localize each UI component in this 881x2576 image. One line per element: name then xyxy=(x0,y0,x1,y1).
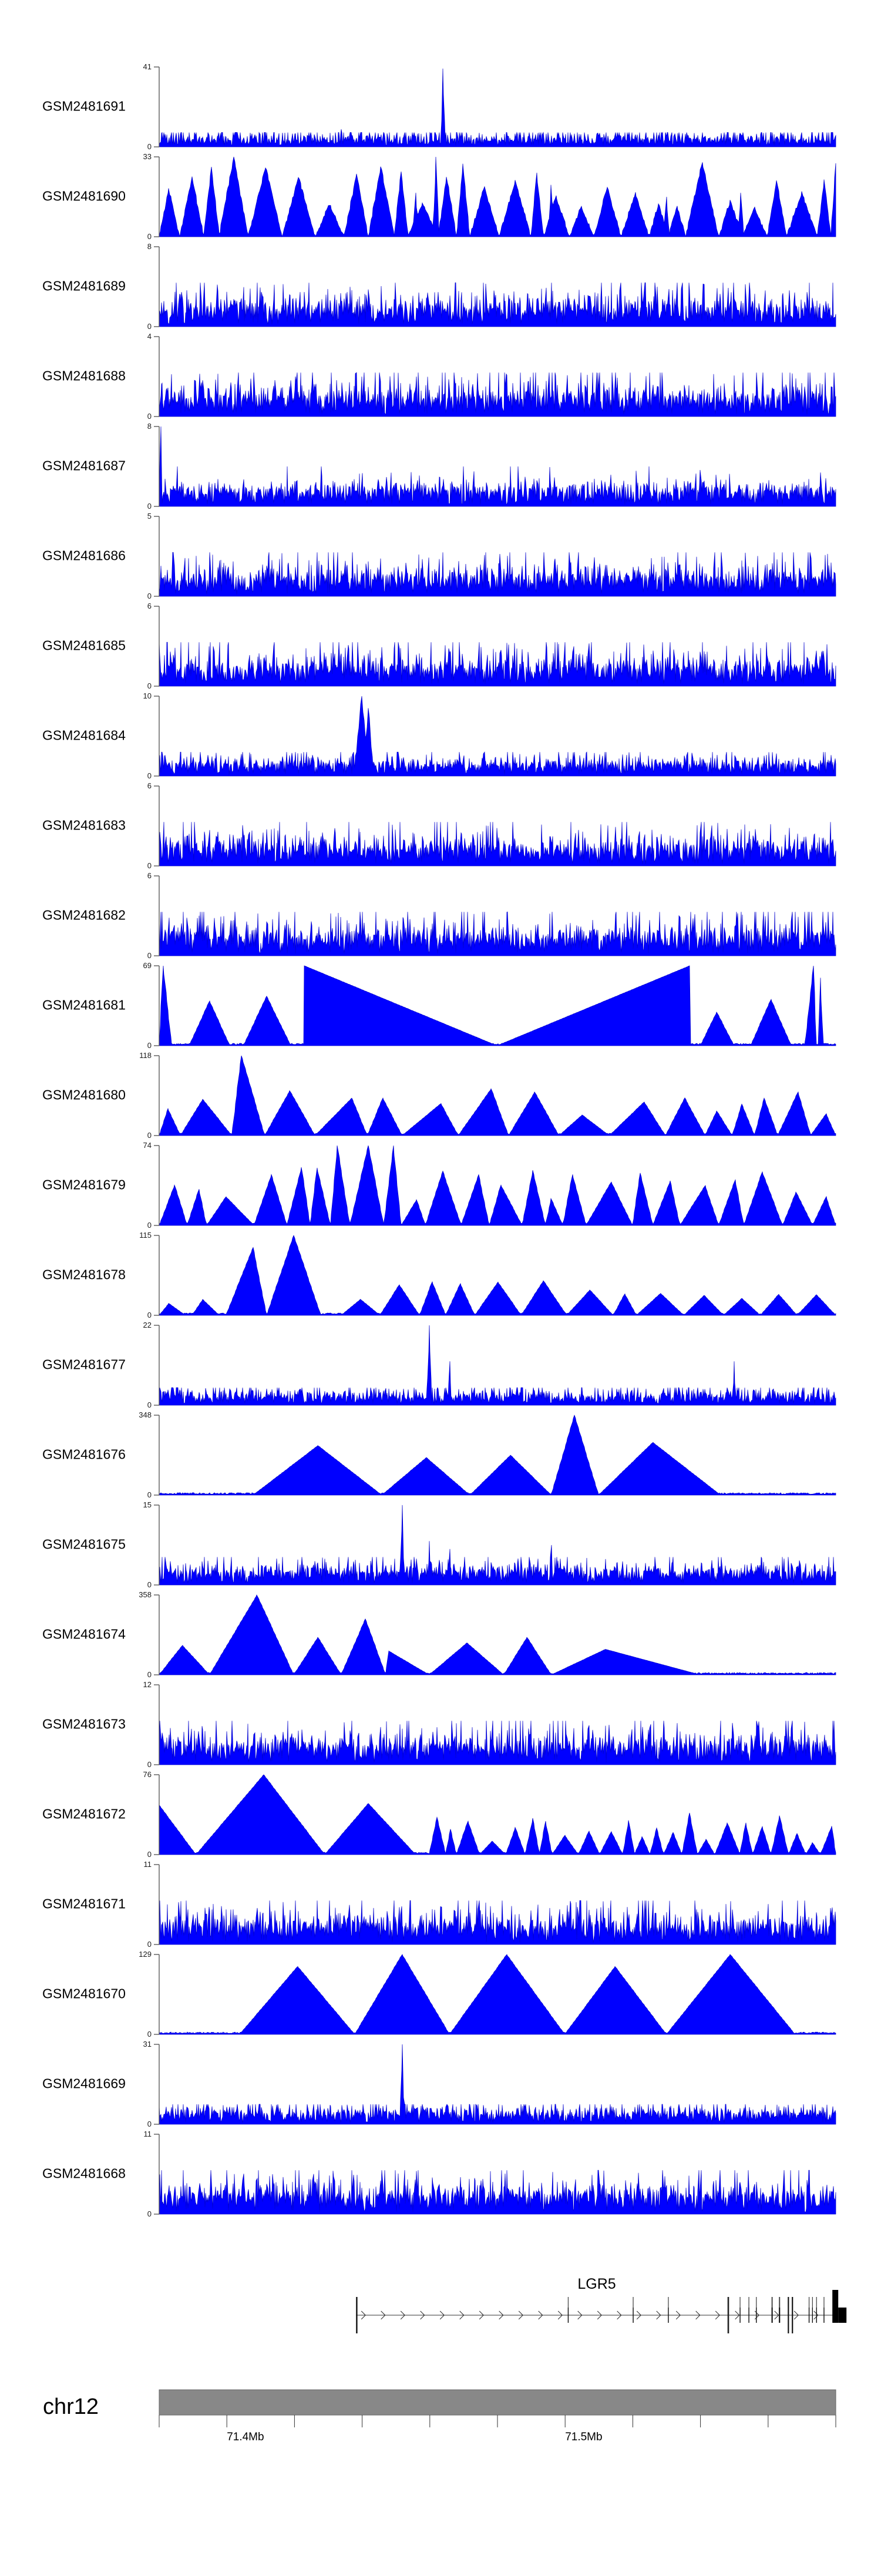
svg-text:0: 0 xyxy=(147,771,152,780)
svg-text:15: 15 xyxy=(143,1500,152,1509)
svg-text:0: 0 xyxy=(147,1221,152,1230)
svg-text:348: 348 xyxy=(139,1410,152,1419)
svg-text:6: 6 xyxy=(147,781,152,790)
svg-text:10: 10 xyxy=(143,691,152,700)
svg-text:GSM2481682: GSM2481682 xyxy=(42,907,126,922)
svg-text:GSM2481677: GSM2481677 xyxy=(42,1356,126,1372)
svg-text:GSM2481676: GSM2481676 xyxy=(42,1446,126,1462)
svg-text:chr12: chr12 xyxy=(43,2394,99,2419)
svg-text:GSM2481679: GSM2481679 xyxy=(42,1177,126,1192)
svg-text:0: 0 xyxy=(147,1850,152,1859)
svg-text:GSM2481691: GSM2481691 xyxy=(42,98,126,113)
svg-text:5: 5 xyxy=(147,512,152,520)
svg-text:0: 0 xyxy=(147,2209,152,2218)
svg-text:0: 0 xyxy=(147,412,152,421)
svg-text:GSM2481668: GSM2481668 xyxy=(42,2165,126,2181)
svg-text:0: 0 xyxy=(147,1131,152,1140)
svg-text:11: 11 xyxy=(144,1860,152,1869)
svg-text:31: 31 xyxy=(143,2040,152,2048)
svg-text:GSM2481680: GSM2481680 xyxy=(42,1087,126,1102)
svg-text:358: 358 xyxy=(139,1590,152,1599)
svg-text:0: 0 xyxy=(147,1400,152,1409)
svg-text:22: 22 xyxy=(143,1321,152,1329)
svg-text:GSM2481688: GSM2481688 xyxy=(42,368,126,383)
svg-text:0: 0 xyxy=(147,951,152,960)
svg-text:GSM2481681: GSM2481681 xyxy=(42,997,126,1012)
svg-text:115: 115 xyxy=(139,1231,152,1240)
svg-text:GSM2481674: GSM2481674 xyxy=(42,1626,126,1641)
svg-text:0: 0 xyxy=(147,1940,152,1949)
svg-text:0: 0 xyxy=(147,1580,152,1589)
svg-text:0: 0 xyxy=(147,1490,152,1499)
svg-text:0: 0 xyxy=(147,322,152,331)
svg-text:8: 8 xyxy=(147,242,152,251)
svg-text:GSM2481687: GSM2481687 xyxy=(42,458,126,473)
svg-text:8: 8 xyxy=(147,422,152,431)
svg-text:118: 118 xyxy=(139,1051,152,1060)
svg-text:LGR5: LGR5 xyxy=(577,2276,616,2292)
svg-text:0: 0 xyxy=(147,2120,152,2128)
svg-text:0: 0 xyxy=(147,1760,152,1769)
svg-text:GSM2481671: GSM2481671 xyxy=(42,1896,126,1911)
svg-text:0: 0 xyxy=(147,502,152,511)
svg-text:GSM2481685: GSM2481685 xyxy=(42,637,126,653)
svg-text:GSM2481689: GSM2481689 xyxy=(42,278,126,293)
svg-text:GSM2481690: GSM2481690 xyxy=(42,188,126,203)
svg-text:GSM2481672: GSM2481672 xyxy=(42,1806,126,1821)
svg-text:74: 74 xyxy=(143,1141,152,1150)
svg-text:129: 129 xyxy=(139,1950,152,1959)
svg-text:6: 6 xyxy=(147,602,152,610)
svg-text:GSM2481683: GSM2481683 xyxy=(42,817,126,832)
svg-text:71.5Mb: 71.5Mb xyxy=(565,2431,602,2443)
svg-text:0: 0 xyxy=(147,1670,152,1679)
svg-text:0: 0 xyxy=(147,2030,152,2038)
svg-text:0: 0 xyxy=(147,861,152,870)
svg-text:0: 0 xyxy=(147,232,152,241)
svg-text:0: 0 xyxy=(147,142,152,151)
svg-text:GSM2481684: GSM2481684 xyxy=(42,727,126,743)
svg-text:71.4Mb: 71.4Mb xyxy=(227,2431,264,2443)
svg-text:76: 76 xyxy=(143,1770,152,1779)
svg-text:GSM2481686: GSM2481686 xyxy=(42,548,126,563)
svg-text:41: 41 xyxy=(143,62,152,71)
svg-text:0: 0 xyxy=(147,592,152,600)
svg-text:GSM2481670: GSM2481670 xyxy=(42,1986,126,2001)
svg-text:GSM2481675: GSM2481675 xyxy=(42,1536,126,1551)
svg-text:0: 0 xyxy=(147,681,152,690)
svg-text:33: 33 xyxy=(143,152,152,161)
svg-text:12: 12 xyxy=(143,1680,152,1689)
svg-text:69: 69 xyxy=(143,961,152,970)
svg-text:GSM2481669: GSM2481669 xyxy=(42,2075,126,2091)
svg-text:GSM2481678: GSM2481678 xyxy=(42,1267,126,1282)
svg-text:0: 0 xyxy=(147,1311,152,1319)
svg-text:GSM2481673: GSM2481673 xyxy=(42,1716,126,1731)
svg-text:6: 6 xyxy=(147,871,152,880)
svg-text:4: 4 xyxy=(147,332,152,341)
svg-text:0: 0 xyxy=(147,1041,152,1050)
svg-text:11: 11 xyxy=(144,2130,152,2138)
